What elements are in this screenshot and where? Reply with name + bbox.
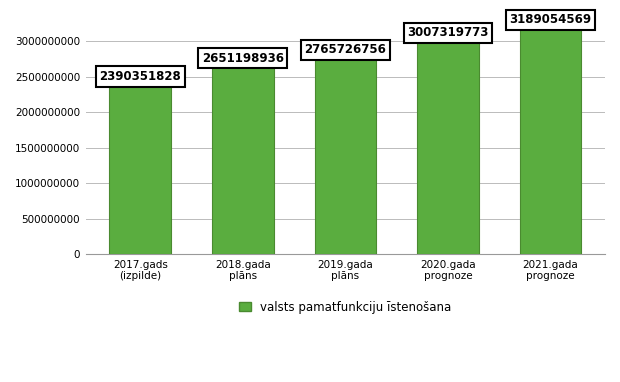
Bar — [314, 58, 376, 254]
Bar — [417, 40, 479, 254]
Text: 2390351828: 2390351828 — [99, 70, 181, 83]
Bar — [109, 84, 171, 254]
Bar — [212, 66, 273, 254]
Text: 3007319773: 3007319773 — [407, 26, 489, 39]
Text: 2651198936: 2651198936 — [202, 52, 284, 65]
Text: 3189054569: 3189054569 — [510, 13, 591, 26]
Text: 2765726756: 2765726756 — [304, 44, 386, 57]
Legend: valsts pamatfunkciju īstenošana: valsts pamatfunkciju īstenošana — [234, 296, 456, 319]
Bar — [520, 28, 582, 254]
